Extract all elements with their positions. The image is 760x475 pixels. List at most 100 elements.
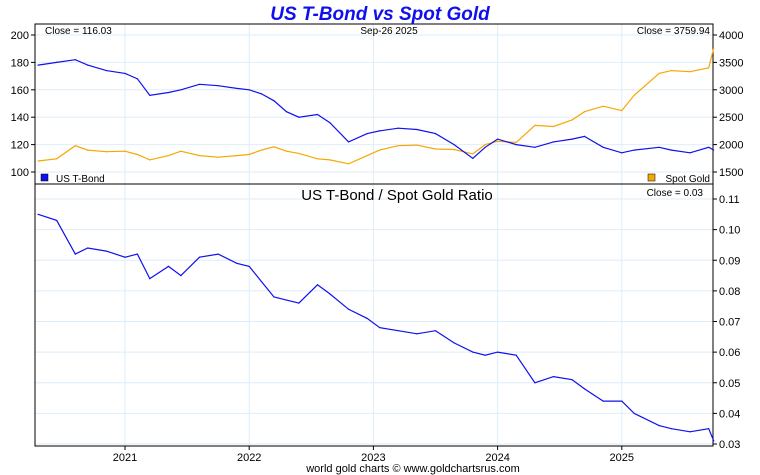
bond-line-point	[571, 138, 573, 140]
ratio-line-point	[713, 440, 715, 442]
ratio-line	[37, 213, 715, 442]
ratio-line-point	[379, 327, 381, 329]
bond-line-point	[180, 89, 182, 91]
footer-credit: world gold charts © www.goldchartsrus.co…	[305, 463, 520, 475]
gold-line-point	[453, 148, 455, 151]
bond-line-point	[198, 83, 201, 85]
ratio-tick-label: 0.06	[719, 347, 740, 359]
ratio-line-point	[689, 431, 691, 433]
bond-line-point	[534, 146, 536, 148]
gold-line-point	[180, 150, 182, 152]
gold-line-point	[472, 153, 474, 155]
x-tick-label: 2023	[361, 452, 385, 464]
gold-line-point	[708, 67, 710, 69]
ratio-line-point	[552, 376, 555, 378]
ratio-line-point	[497, 351, 499, 353]
bond-line-point	[397, 127, 399, 129]
ratio-line-point	[285, 299, 288, 301]
bond-line-point	[87, 64, 89, 66]
ratio-line-point	[453, 342, 455, 344]
gold-line-point	[236, 154, 238, 157]
gold-line-point	[316, 158, 319, 160]
ratio-line-point	[633, 412, 635, 414]
legend-label-gold: Spot Gold	[666, 174, 710, 185]
gold-line-point	[56, 158, 58, 160]
ratio-line-point	[670, 428, 673, 430]
ratio-line-point	[316, 284, 319, 286]
gold-line-point	[298, 152, 300, 154]
ratio-line-point	[261, 281, 263, 283]
bond-line-point	[316, 113, 319, 116]
bond-line-point	[167, 91, 170, 94]
x-tick-label: 2021	[113, 452, 137, 464]
ratio-line-point	[217, 253, 219, 255]
legend-label-bond: US T-Bond	[56, 174, 105, 185]
gold-line-point	[571, 119, 573, 121]
ratio-line-point	[167, 265, 170, 267]
bond-line-point	[515, 144, 517, 146]
gold-line-point	[713, 47, 715, 49]
right-tick-label: 4000	[719, 30, 743, 42]
close-right-label: Close = 3759.94	[637, 26, 711, 37]
bond-line-point	[453, 144, 455, 146]
ratio-line-point	[236, 262, 238, 264]
bond-line-point	[602, 146, 604, 148]
bond-line-point	[497, 138, 499, 140]
ratio-tick-label: 0.08	[719, 286, 740, 298]
gold-line-point	[261, 149, 263, 151]
ratio-tick-label: 0.11	[719, 194, 740, 206]
gold-line-point	[217, 156, 219, 158]
gold-line-point	[602, 105, 604, 107]
ratio-title: US T-Bond / Spot Gold Ratio	[301, 187, 493, 204]
ratio-line-point	[298, 302, 300, 304]
bond-line-point	[472, 157, 474, 159]
gold-line-point	[552, 125, 555, 128]
bond-line-point	[261, 93, 263, 95]
ratio-line-point	[708, 428, 710, 430]
ratio-line-point	[472, 351, 474, 353]
bond-line-point	[347, 141, 350, 143]
bond-line-point	[621, 152, 623, 154]
gold-line-point	[416, 144, 418, 146]
x-tick-label: 2024	[485, 452, 509, 464]
gold-line-point	[285, 150, 288, 152]
bond-line-point	[552, 141, 555, 143]
right-tick-label: 3000	[719, 85, 743, 97]
chart-title: US T-Bond vs Spot Gold	[270, 4, 490, 25]
gold-line-point	[515, 141, 517, 144]
ratio-line-point	[37, 213, 39, 215]
gold-line-point	[670, 70, 673, 72]
gold-line-point	[621, 110, 623, 112]
ratio-line-point	[602, 400, 604, 402]
gold-line-point	[347, 163, 350, 165]
ratio-tick-label: 0.10	[719, 225, 740, 237]
legend-swatch-gold	[647, 173, 656, 182]
ratio-line-point	[621, 400, 623, 402]
right-tick-label: 3500	[719, 57, 743, 69]
ratio-line-point	[56, 219, 58, 222]
ratio-line-point	[74, 253, 76, 255]
ratio-line-point	[416, 333, 418, 335]
gold-line-point	[379, 149, 381, 151]
ratio-line-point	[105, 250, 107, 252]
bond-line-point	[583, 135, 586, 137]
ratio-line-point	[149, 278, 151, 280]
left-tick-label: 160	[11, 85, 29, 97]
gold-line-point	[248, 153, 250, 156]
ratio-line-point	[248, 265, 250, 267]
gold-line-point	[366, 154, 368, 157]
gold-line-point	[583, 111, 586, 113]
bond-line-point	[670, 149, 673, 151]
bond-line-point	[633, 149, 635, 151]
left-tick-label: 100	[11, 167, 29, 179]
ratio-line-point	[198, 256, 201, 258]
ratio-line-point	[397, 330, 399, 332]
ratio-line-point	[484, 354, 486, 356]
ratio-line-point	[124, 256, 126, 258]
bond-line-point	[149, 94, 151, 96]
bond-line-point	[236, 87, 238, 90]
right-tick-label: 2000	[719, 140, 743, 152]
ratio-line-point	[329, 293, 331, 295]
